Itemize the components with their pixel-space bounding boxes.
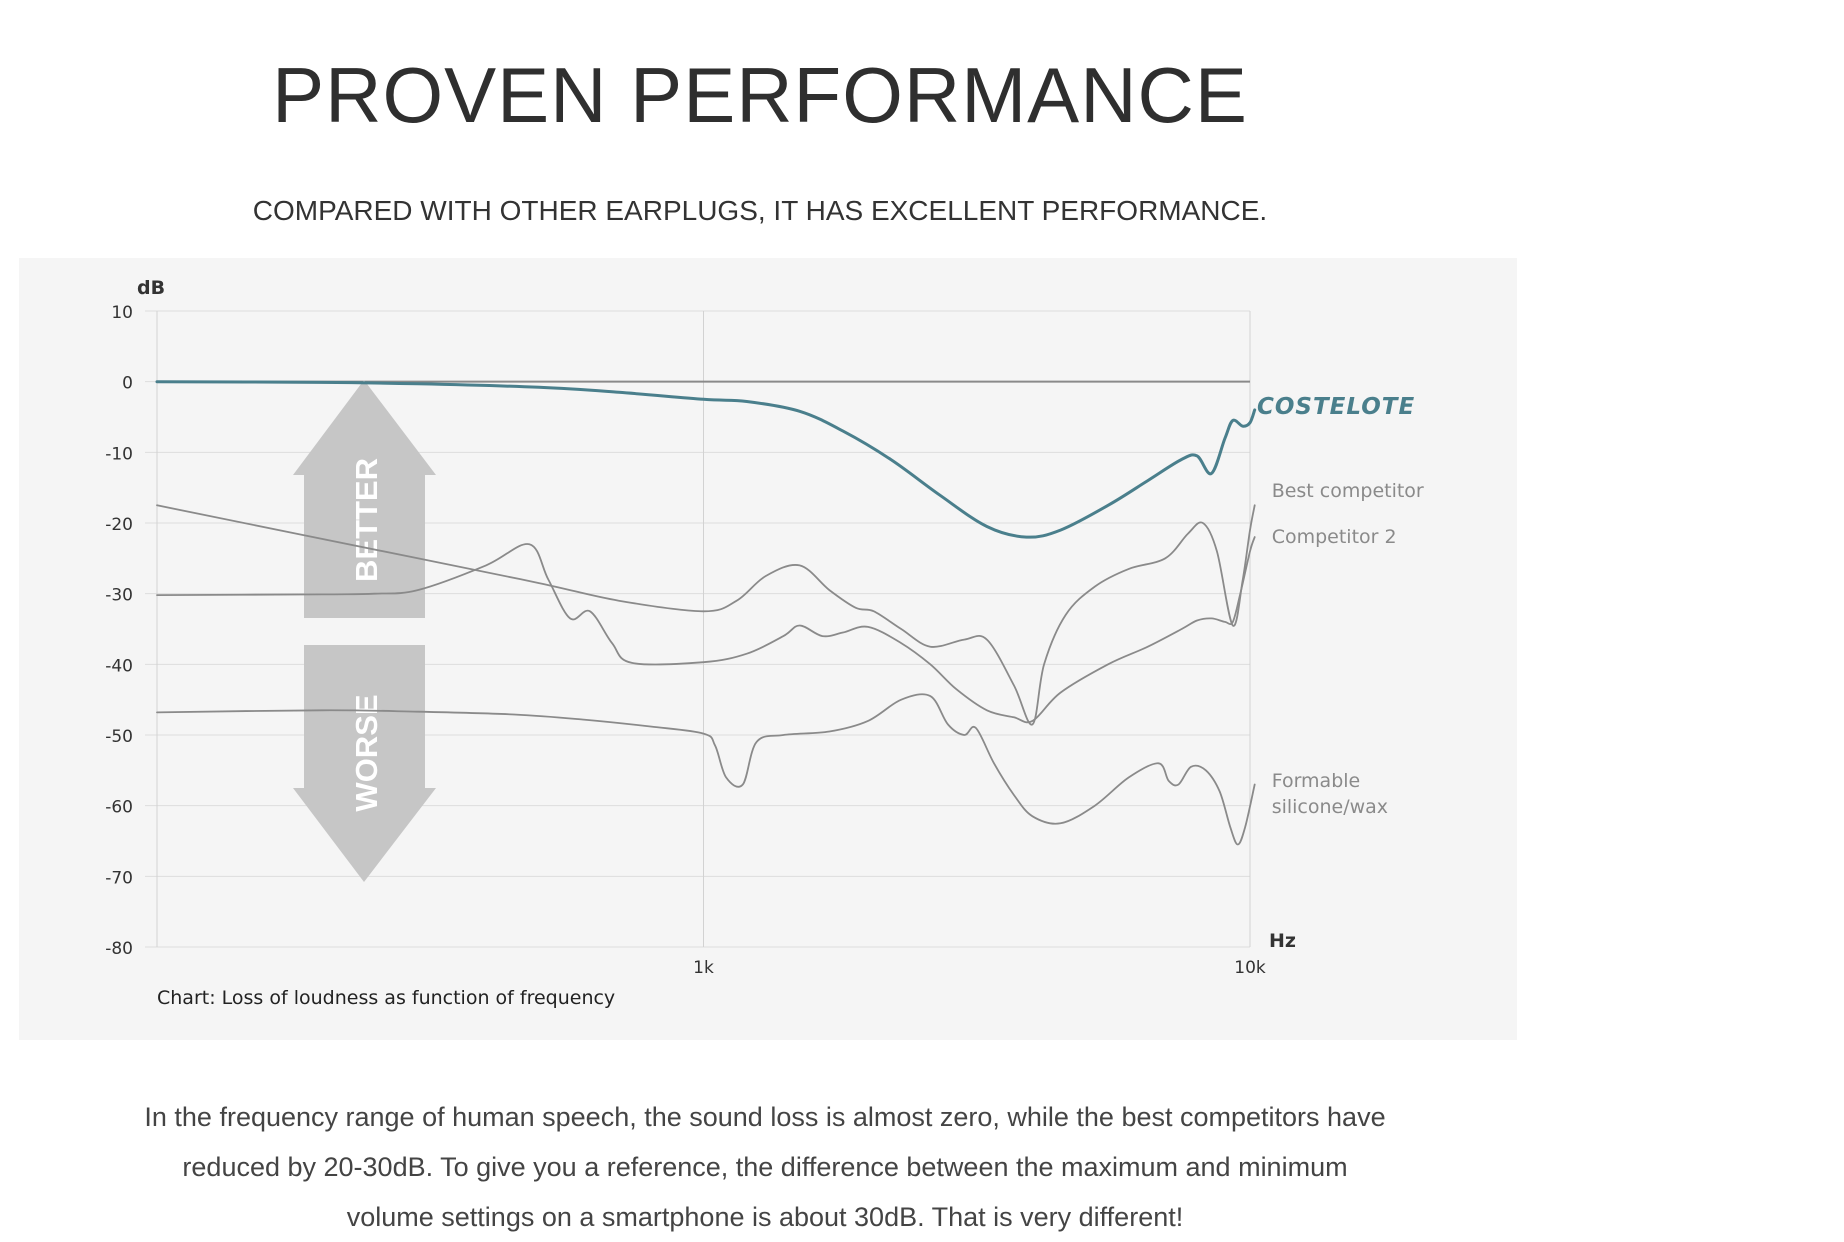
- y-tick-label: 10: [111, 303, 133, 323]
- y-tick-label: -20: [105, 515, 133, 535]
- series-line-costelote: [155, 380, 1257, 539]
- y-tick-label: -30: [105, 586, 133, 606]
- series-label-best-competitor: Best competitor: [1272, 480, 1424, 502]
- frequency-chart: BETTER WORSE 10 0 -10 -20 -30 -40 -50 -60 -70 -80…: [105, 277, 1424, 1009]
- worse-arrow-label: WORSE: [349, 694, 384, 811]
- series-group: [155, 380, 1257, 846]
- y-tick-label: -70: [105, 868, 133, 888]
- y-tick-label: -80: [105, 939, 133, 959]
- series-line-formable-silicone-wax: [156, 693, 1256, 846]
- chart-note: Chart: Loss of loudness as function of f…: [157, 987, 615, 1009]
- page-subtitle: COMPARED WITH OTHER EARPLUGS, IT HAS EXC…: [252, 195, 1268, 226]
- description-line-2: reduced by 20-30dB. To give you a refere…: [182, 1152, 1348, 1182]
- description-line-3: volume settings on a smartphone is about…: [346, 1202, 1184, 1232]
- x-tick-label: 10k: [1234, 958, 1266, 978]
- page-title: PROVEN PERFORMANCE: [272, 51, 1248, 139]
- series-line-competitor-2: [156, 504, 1256, 726]
- better-arrow-label: BETTER: [349, 458, 384, 582]
- description: In the frequency range of human speech, …: [0, 1092, 1530, 1242]
- grid: [145, 310, 1251, 948]
- x-axis-label: Hz: [1269, 930, 1296, 952]
- better-arrow: [293, 380, 436, 618]
- y-tick-label: 0: [122, 374, 133, 394]
- costelote-logo: COSTELOTE: [1257, 394, 1415, 420]
- y-tick-label: -50: [105, 727, 133, 747]
- series-label-formable-silicone-wax: Formable: [1272, 770, 1361, 792]
- description-line-1: In the frequency range of human speech, …: [144, 1102, 1386, 1132]
- chart-panel: BETTER WORSE 10 0 -10 -20 -30 -40 -50 -60 -70 -80…: [19, 258, 1517, 1040]
- series-label-formable-silicone-wax: silicone/wax: [1272, 796, 1388, 818]
- x-tick-label: 1k: [693, 958, 714, 978]
- labels-group: 10 0 -10 -20 -30 -40 -50 -60 -70 -80 1k 10k Best com…: [105, 303, 1424, 978]
- y-tick-label: -40: [105, 656, 133, 676]
- y-tick-label: -10: [105, 444, 133, 464]
- series-label-competitor-2: Competitor 2: [1272, 526, 1397, 548]
- y-axis-label: dB: [137, 277, 165, 299]
- y-tick-label: -60: [105, 798, 133, 818]
- worse-arrow: [293, 645, 436, 882]
- costelote-logo-text: COSTELOTE: [1257, 394, 1415, 420]
- better-worse-arrows: BETTER WORSE: [293, 380, 436, 882]
- series-line-best-competitor: [156, 536, 1256, 724]
